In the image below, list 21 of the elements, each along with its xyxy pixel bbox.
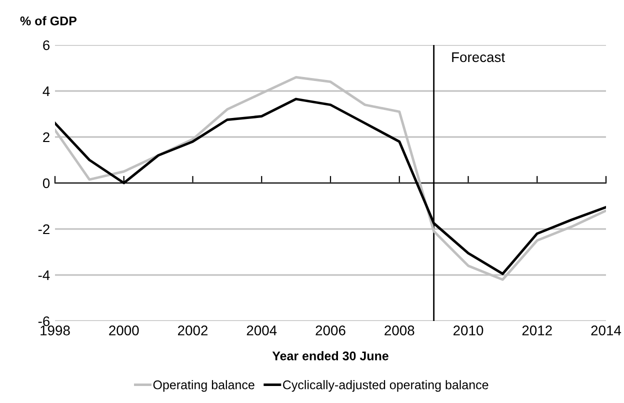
x-tick-label: 2002 (178, 326, 208, 336)
legend-label: Operating balance (153, 380, 254, 392)
y-tick-label: 4 (42, 86, 50, 96)
x-tick-label: 2006 (316, 326, 346, 336)
x-tick-label: 2014 (591, 326, 622, 336)
y-tick-label: 0 (42, 178, 50, 188)
y-tick-label: -4 (38, 270, 50, 280)
x-tick-label: 2012 (522, 326, 552, 336)
x-tick-label: 2004 (246, 326, 277, 336)
x-tick-label: 2008 (384, 326, 414, 336)
y-tick-label: -6 (38, 316, 50, 326)
x-tick-label: 2010 (454, 326, 484, 336)
y-tick-label: -2 (38, 224, 50, 234)
y-axis-title: % of GDP (20, 16, 77, 26)
x-tick-label: 1998 (40, 326, 70, 336)
x-tick-label: 2000 (109, 326, 139, 336)
legend-label: Cyclically-adjusted operating balance (283, 380, 488, 392)
ref-line-label: Forecast (452, 52, 505, 62)
y-tick-label: 6 (43, 40, 50, 50)
y-tick-label: 2 (43, 132, 50, 142)
x-axis-title: Year ended 30 June (272, 351, 388, 360)
